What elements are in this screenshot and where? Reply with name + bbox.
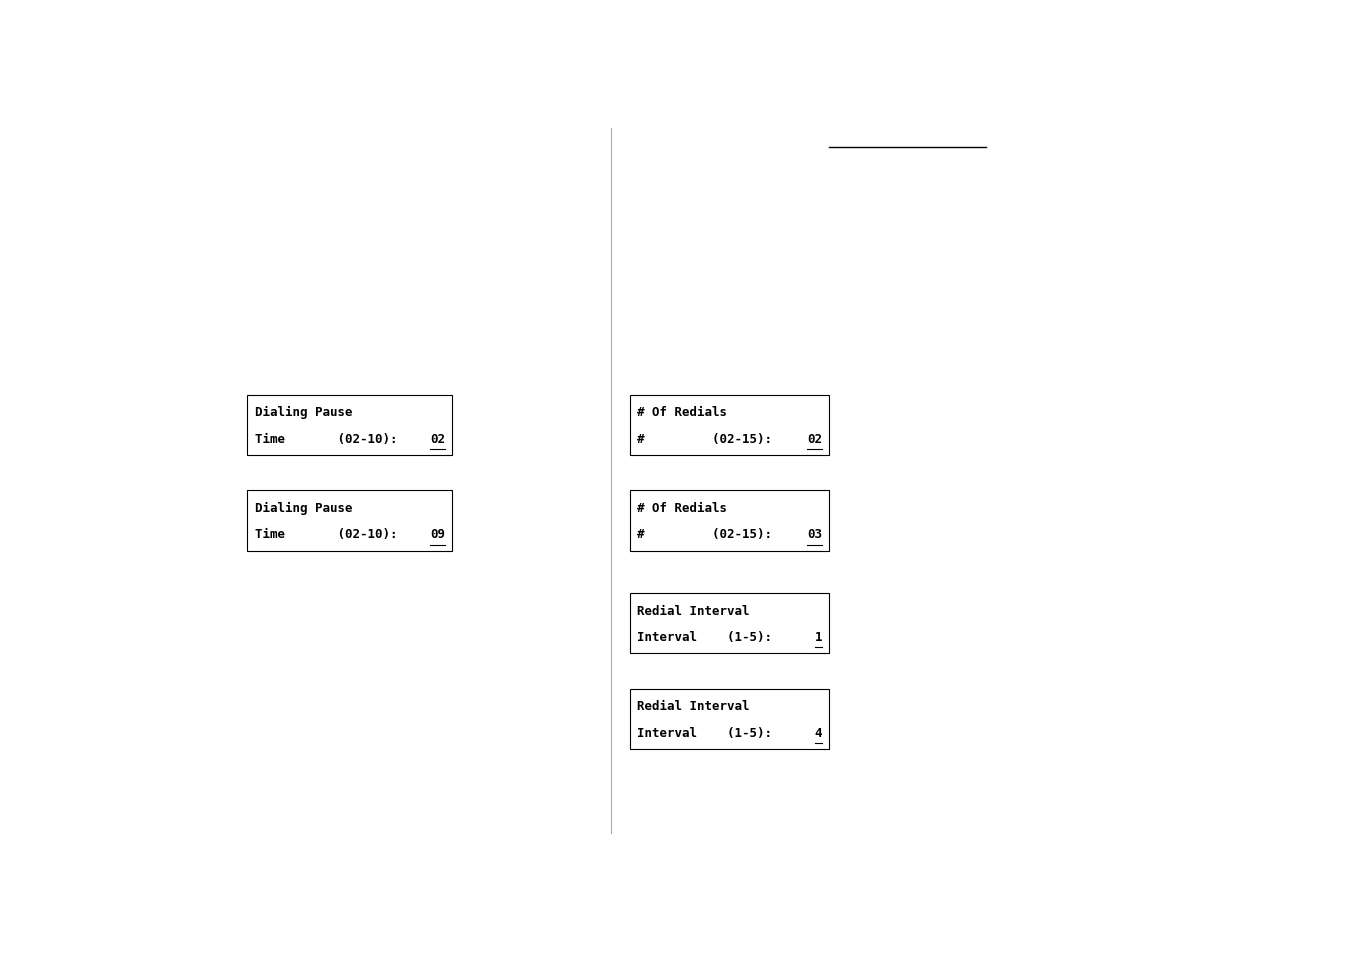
Text: # Of Redials: # Of Redials xyxy=(636,501,727,515)
Text: Redial Interval: Redial Interval xyxy=(636,604,750,617)
FancyBboxPatch shape xyxy=(630,594,828,654)
Text: 1: 1 xyxy=(815,630,823,643)
Text: Time       (02-10):: Time (02-10): xyxy=(255,433,397,445)
Text: # Of Redials: # Of Redials xyxy=(636,406,727,418)
FancyBboxPatch shape xyxy=(247,395,451,456)
Text: Interval    (1-5):: Interval (1-5): xyxy=(636,726,771,739)
FancyBboxPatch shape xyxy=(630,689,828,749)
Text: 4: 4 xyxy=(815,726,823,739)
Text: 09: 09 xyxy=(430,528,446,540)
FancyBboxPatch shape xyxy=(247,491,451,551)
FancyBboxPatch shape xyxy=(630,395,828,456)
Text: #         (02-15):: # (02-15): xyxy=(636,433,771,445)
Text: 02: 02 xyxy=(430,433,446,445)
Text: #         (02-15):: # (02-15): xyxy=(636,528,771,540)
FancyBboxPatch shape xyxy=(630,491,828,551)
Text: 03: 03 xyxy=(807,528,823,540)
Text: Dialing Pause: Dialing Pause xyxy=(255,406,353,418)
Text: Time       (02-10):: Time (02-10): xyxy=(255,528,397,540)
Text: Redial Interval: Redial Interval xyxy=(636,700,750,712)
Text: Dialing Pause: Dialing Pause xyxy=(255,501,353,515)
Text: 02: 02 xyxy=(807,433,823,445)
Text: Interval    (1-5):: Interval (1-5): xyxy=(636,630,771,643)
